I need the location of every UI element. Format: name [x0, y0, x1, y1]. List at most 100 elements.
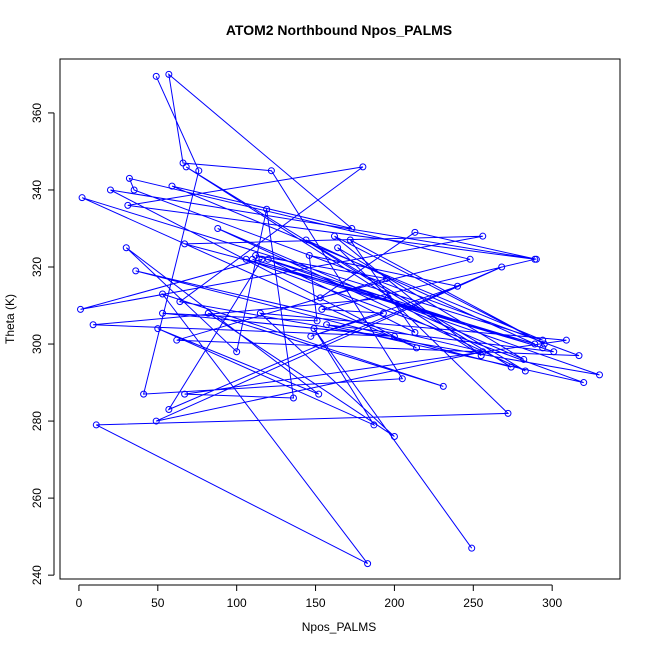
- data-point: [359, 163, 367, 171]
- data-point: [521, 367, 529, 375]
- data-point: [302, 236, 310, 244]
- data-point: [595, 371, 603, 379]
- data-point: [264, 255, 272, 263]
- data-point: [479, 232, 487, 240]
- data-point: [531, 340, 539, 348]
- y-tick-label: 260: [30, 488, 44, 508]
- data-point: [152, 417, 160, 425]
- x-tick-label: 0: [76, 596, 83, 610]
- y-tick-label: 360: [30, 103, 44, 123]
- series-group: [77, 70, 603, 568]
- x-tick-label: 250: [463, 596, 483, 610]
- data-point: [132, 267, 140, 275]
- data-point: [507, 363, 515, 371]
- data-point: [78, 194, 86, 202]
- x-tick-label: 100: [227, 596, 247, 610]
- data-point: [531, 255, 539, 263]
- data-point: [165, 406, 173, 414]
- data-point: [466, 255, 474, 263]
- data-point: [477, 352, 485, 360]
- plot-frame: [59, 58, 621, 580]
- data-point: [398, 375, 406, 383]
- data-point: [370, 421, 378, 429]
- y-tick-label: 240: [30, 565, 44, 585]
- data-point: [152, 72, 160, 80]
- data-point: [383, 275, 391, 283]
- y-tick-label: 340: [30, 180, 44, 200]
- data-point: [165, 70, 173, 78]
- data-point: [330, 232, 338, 240]
- x-axis-label: Npos_PALMS: [302, 620, 376, 634]
- data-point: [307, 332, 315, 340]
- data-point: [539, 336, 547, 344]
- data-point: [233, 348, 241, 356]
- data-point: [181, 390, 189, 398]
- y-axis-label: Theta (K): [3, 294, 17, 344]
- data-point: [479, 348, 487, 356]
- data-point: [176, 298, 184, 306]
- data-point: [313, 317, 321, 325]
- data-point: [439, 382, 447, 390]
- data-point: [346, 236, 354, 244]
- data-point: [195, 167, 203, 175]
- data-point: [540, 340, 548, 348]
- data-point: [318, 305, 326, 313]
- data-point: [310, 325, 318, 333]
- x-axis: 0 50 100 150 200 250 300: [76, 584, 563, 610]
- data-point: [454, 282, 462, 290]
- data-point: [316, 294, 324, 302]
- data-point: [520, 355, 528, 363]
- y-tick-label: 280: [30, 411, 44, 431]
- data-point: [562, 336, 570, 344]
- data-point: [575, 352, 583, 360]
- data-point: [305, 251, 313, 259]
- data-point: [364, 560, 372, 568]
- data-point: [539, 344, 547, 352]
- data-point: [379, 309, 387, 317]
- data-point: [413, 344, 421, 352]
- data-point: [289, 394, 297, 402]
- data-point: [550, 348, 558, 356]
- data-point: [390, 332, 398, 340]
- data-point: [168, 182, 176, 190]
- y-axis: 240 260 280 300 320 340 360: [30, 103, 55, 585]
- data-point: [130, 186, 138, 194]
- data-point: [122, 244, 130, 252]
- data-point: [182, 163, 190, 171]
- data-point: [140, 390, 148, 398]
- data-point: [580, 379, 588, 387]
- x-tick-label: 150: [306, 596, 326, 610]
- data-point: [323, 321, 331, 329]
- data-point: [267, 167, 275, 175]
- x-tick-label: 300: [542, 596, 562, 610]
- y-tick-label: 320: [30, 257, 44, 277]
- data-point: [263, 205, 271, 213]
- data-point: [92, 421, 100, 429]
- data-point: [411, 228, 419, 236]
- data-point: [214, 224, 222, 232]
- data-point: [173, 336, 181, 344]
- data-point: [468, 544, 476, 552]
- chart-title: ATOM2 Northbound Npos_PALMS: [226, 22, 452, 38]
- x-tick-label: 50: [151, 596, 165, 610]
- data-point: [498, 263, 506, 271]
- data-point: [154, 325, 162, 333]
- data-point: [204, 309, 212, 317]
- data-point: [77, 305, 85, 313]
- data-point: [348, 224, 356, 232]
- data-point: [256, 309, 264, 317]
- data-point: [125, 174, 133, 182]
- data-point: [390, 432, 398, 440]
- data-point: [159, 309, 167, 317]
- data-point: [411, 328, 419, 336]
- data-point: [89, 321, 97, 329]
- series-line: [80, 73, 600, 565]
- data-point: [248, 255, 256, 263]
- data-point: [315, 390, 323, 398]
- data-point: [334, 244, 342, 252]
- data-point: [384, 294, 392, 302]
- data-point: [181, 240, 189, 248]
- data-point: [159, 290, 167, 298]
- data-point: [124, 201, 132, 209]
